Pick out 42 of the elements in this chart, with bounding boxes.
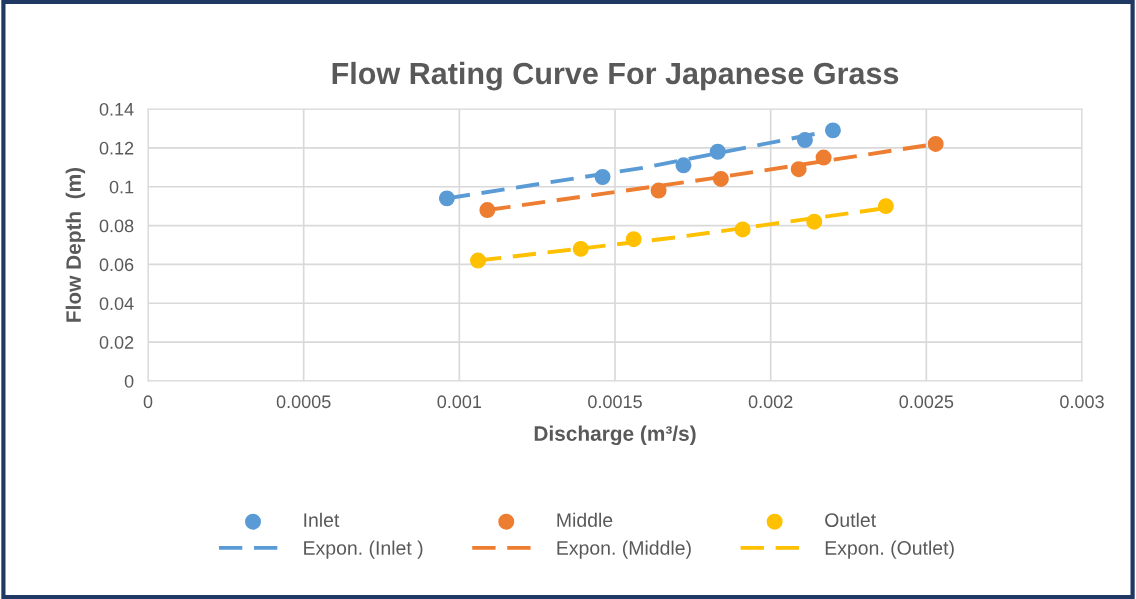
point	[594, 169, 611, 185]
y-tick-label: 0	[124, 374, 134, 388]
legend-label: Expon. (Outlet)	[825, 540, 954, 559]
legend-label: Middle	[557, 512, 613, 528]
x-tick-label: 0.003	[1060, 395, 1104, 409]
x-tick-label: 0.002	[748, 395, 793, 409]
legend-label: Expon. (Middle)	[557, 540, 691, 559]
point	[796, 132, 813, 149]
x-tick-label: 0	[143, 395, 153, 409]
y-tick-label: 0.06	[99, 258, 134, 272]
y-tick-label: 0.1	[109, 180, 134, 194]
point	[790, 161, 807, 178]
y-tick-label: 0.08	[99, 219, 134, 233]
x-tick-label: 0.0005	[276, 395, 331, 409]
x-tick-label: 0.0025	[899, 395, 954, 409]
legend-label: Outlet	[825, 512, 876, 528]
point	[815, 149, 832, 166]
x-axis-title: Discharge (m³/s)	[534, 425, 696, 446]
y-tick-label: 0.04	[99, 297, 134, 311]
point	[479, 202, 496, 219]
x-tick-label: 0.001	[437, 395, 482, 409]
point	[734, 221, 751, 238]
point	[438, 190, 455, 207]
y-tick-label: 0.12	[99, 141, 134, 155]
point	[712, 170, 729, 187]
x-tick-label: 0.0015	[588, 395, 642, 409]
point	[927, 135, 944, 152]
point	[470, 252, 486, 269]
point	[650, 182, 667, 199]
point	[709, 143, 726, 160]
point	[824, 122, 841, 139]
legend-label: Inlet	[304, 512, 340, 528]
y-tick-label: 0.14	[99, 102, 134, 116]
y-axis-title: Flow Depth (m)	[65, 167, 86, 322]
point	[675, 157, 692, 174]
point	[806, 213, 823, 230]
y-tick-label: 0.02	[99, 336, 134, 349]
point	[625, 231, 642, 248]
point	[877, 198, 894, 215]
point	[572, 240, 589, 257]
legend-label: Expon. (Inlet )	[304, 540, 423, 559]
chart-title: Flow Rating Curve For Japanese Grass	[332, 61, 899, 91]
